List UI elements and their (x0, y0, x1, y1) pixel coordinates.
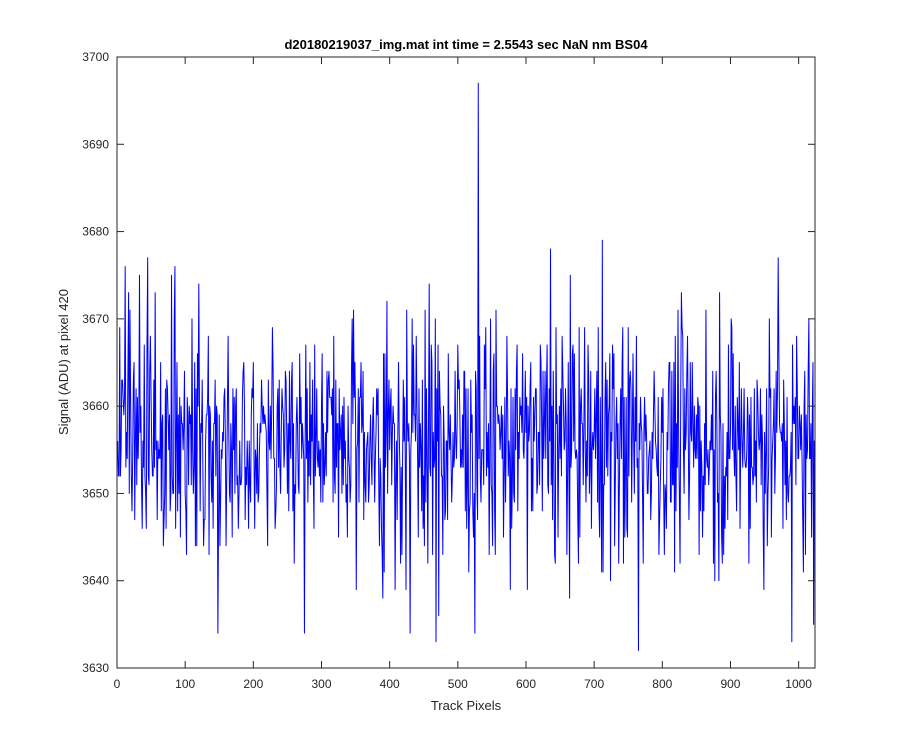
y-tick-label: 3700 (82, 50, 109, 64)
x-tick-label: 300 (311, 677, 331, 691)
axes-box (116, 56, 816, 669)
y-tick-label: 3680 (82, 225, 109, 239)
series-line (117, 82, 816, 652)
y-tick-label: 3650 (82, 486, 109, 500)
x-axis-ticks: 0 100 200 300 400 500 600 700 800 900 1000 (114, 57, 812, 691)
x-tick-label: 200 (243, 677, 263, 691)
y-tick-label: 3660 (82, 399, 109, 413)
x-tick-label: 800 (652, 677, 672, 691)
x-tick-label: 400 (380, 677, 400, 691)
y-tick-label: 3630 (82, 661, 109, 675)
plot-area (117, 57, 815, 668)
x-tick-label: 1000 (785, 677, 812, 691)
x-tick-label: 900 (720, 677, 740, 691)
y-tick-label: 3670 (82, 312, 109, 326)
x-tick-label: 100 (175, 677, 195, 691)
y-tick-label: 3690 (82, 137, 109, 151)
x-tick-label: 0 (114, 677, 121, 691)
x-tick-label: 600 (516, 677, 536, 691)
x-tick-label: 700 (584, 677, 604, 691)
y-tick-label: 3640 (82, 574, 109, 588)
x-axis-label: Track Pixels (431, 698, 502, 713)
y-axis-ticks: 3630 3640 3650 3660 3670 3680 3690 3700 (82, 50, 815, 675)
x-tick-label: 500 (448, 677, 468, 691)
chart-title: d20180219037_img.mat int time = 2.5543 s… (284, 37, 648, 52)
y-axis-label: Signal (ADU) at pixel 420 (56, 289, 71, 435)
